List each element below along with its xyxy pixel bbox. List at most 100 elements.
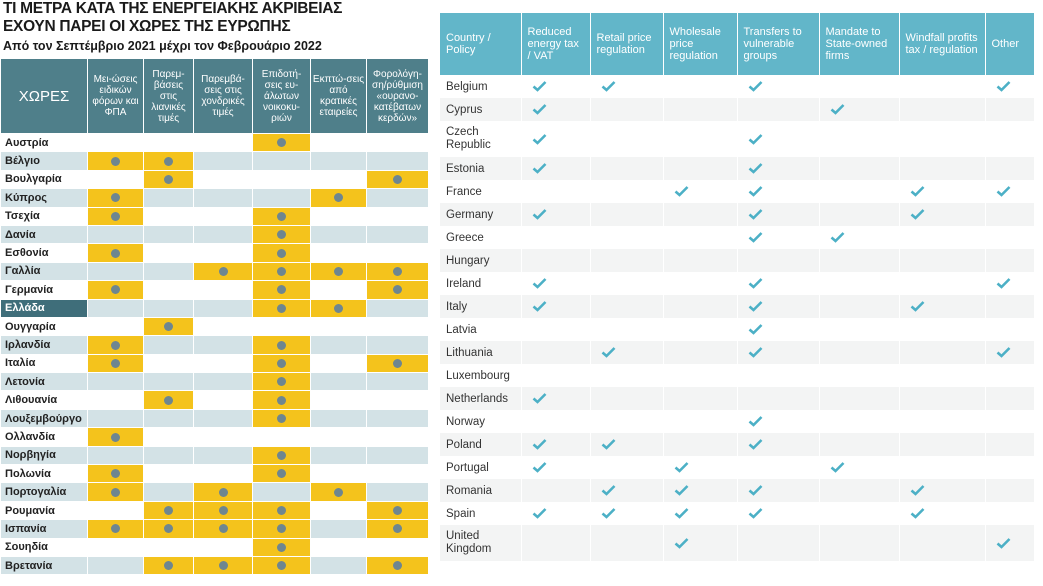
measure-cell	[310, 151, 367, 171]
measure-dot	[277, 469, 286, 479]
check-mark	[910, 209, 924, 221]
policy-cell	[899, 341, 986, 364]
measure-cell	[193, 335, 253, 355]
policy-cell	[521, 272, 591, 295]
check-mark	[601, 508, 615, 520]
column-header: Wholesale price regulation	[663, 13, 738, 75]
measure-cell	[366, 206, 429, 226]
greek-table: ΧΩΡΕΣ Μει-ώσεις ειδικών φόρων και ΦΠΑ Παρε…	[0, 58, 429, 576]
policy-cell	[899, 98, 986, 121]
policy-cell	[985, 502, 1035, 525]
policy-cell	[899, 226, 986, 249]
measure-cell	[143, 519, 194, 539]
column-header: Παρεμβά-σεις στις χονδρικές τιμές	[193, 58, 253, 134]
check-stroke	[748, 209, 762, 221]
country-label: Ουγγαρία	[0, 316, 88, 337]
table-row: France	[440, 180, 1035, 203]
policy-cell	[663, 318, 738, 341]
measure-cell	[310, 243, 367, 263]
country-label: Λιθουανία	[0, 390, 88, 410]
country-label: Αυστρία	[0, 132, 88, 153]
country-label: Ireland	[440, 272, 522, 295]
measure-cell	[143, 335, 194, 355]
policy-cell	[521, 249, 591, 272]
country-label: Δανία	[0, 224, 88, 245]
policy-cell	[899, 249, 986, 272]
policy-cell	[899, 364, 986, 387]
measure-cell	[87, 555, 144, 576]
policy-cell	[737, 98, 820, 121]
check-stroke	[601, 439, 615, 451]
measure-cell	[143, 224, 194, 245]
measure-cell	[193, 151, 253, 171]
policy-cell	[819, 249, 900, 272]
measure-cell	[252, 224, 311, 245]
policy-cell	[819, 364, 900, 387]
measure-cell	[366, 390, 429, 410]
check-stroke	[532, 104, 546, 116]
country-label: Γερμανία	[0, 280, 88, 300]
policy-cell	[899, 272, 986, 295]
measure-cell	[310, 372, 367, 392]
check-stroke	[830, 462, 844, 474]
table-row: Ireland	[440, 272, 1035, 295]
measure-cell	[252, 335, 311, 355]
column-header: Retail price regulation	[590, 13, 664, 75]
check-mark	[532, 81, 546, 93]
table-row: Κύπρος	[0, 188, 429, 208]
measure-dot	[277, 524, 286, 534]
measure-cell	[87, 224, 144, 245]
measure-cell	[252, 427, 311, 447]
check-stroke	[748, 439, 762, 451]
measure-cell	[87, 408, 144, 429]
title-line: ΕΧΟΥΝ ΠΑΡΕΙ ΟΙ ΧΩΡΕΣ ΤΗΣ ΕΥΡΩΠΗΣ	[3, 18, 291, 35]
measure-dot	[111, 358, 120, 368]
measure-dot	[277, 340, 286, 350]
measure-cell	[252, 280, 311, 300]
policy-cell	[521, 157, 591, 180]
measure-cell	[143, 464, 194, 484]
policy-cell	[590, 75, 664, 98]
measure-cell	[366, 335, 429, 355]
policy-cell	[899, 410, 986, 433]
table-row: Λιθουανία	[0, 390, 429, 410]
measure-cell	[193, 132, 253, 153]
check-mark	[532, 209, 546, 221]
measure-cell	[143, 482, 194, 502]
measure-dot	[277, 303, 286, 313]
measure-cell	[310, 298, 367, 318]
country-label: Netherlands	[440, 387, 522, 410]
measure-cell	[143, 408, 194, 429]
check-stroke	[601, 347, 615, 359]
check-stroke	[532, 462, 546, 474]
country-label: Lithuania	[440, 341, 522, 364]
policy-cell	[985, 98, 1035, 121]
measure-cell	[366, 261, 429, 282]
measure-cell	[366, 537, 429, 557]
policy-cell	[899, 295, 986, 318]
measure-dot	[164, 322, 173, 332]
check-mark	[748, 508, 762, 520]
policy-cell	[737, 203, 820, 226]
policy-cell	[663, 180, 738, 203]
check-stroke	[674, 538, 688, 549]
country-label: Greece	[440, 226, 522, 249]
table-row: Ιταλία	[0, 353, 429, 374]
check-stroke	[748, 347, 762, 359]
policy-cell	[985, 456, 1035, 479]
policy-cell	[521, 341, 591, 364]
measure-cell	[143, 353, 194, 374]
measure-dot	[277, 211, 286, 221]
policy-cell	[663, 479, 738, 502]
measure-cell	[193, 353, 253, 374]
country-label: Ισπανία	[0, 519, 88, 539]
policy-cell	[737, 479, 820, 502]
policy-cell	[985, 341, 1035, 364]
policy-cell	[899, 433, 986, 456]
policy-cell	[899, 157, 986, 180]
policy-cell	[737, 272, 820, 295]
measure-cell	[310, 224, 367, 245]
country-label: Νορβηγία	[0, 445, 88, 466]
policy-cell	[590, 249, 664, 272]
country-label: Luxembourg	[440, 364, 522, 387]
